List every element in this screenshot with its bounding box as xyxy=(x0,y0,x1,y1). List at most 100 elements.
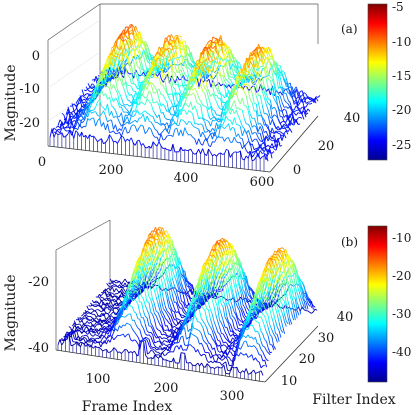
panel-a-colorbar: -5 -10 -15 -20 -25 xyxy=(367,0,411,161)
surface-segment xyxy=(101,67,105,74)
surface-segment xyxy=(151,262,155,267)
surface-segment xyxy=(203,278,207,288)
surface-segment xyxy=(75,120,79,127)
surface-segment xyxy=(248,77,251,80)
surface-segment xyxy=(129,122,132,125)
surface-segment xyxy=(307,298,311,304)
surface-segment xyxy=(281,247,285,250)
surface-segment xyxy=(166,257,170,270)
surface-segment xyxy=(89,86,93,89)
surface-segment xyxy=(108,299,111,302)
surface-segment xyxy=(182,76,186,85)
surface-segment xyxy=(212,265,216,276)
surface-segment xyxy=(111,119,114,130)
surface-segment xyxy=(186,93,190,97)
surface-segment xyxy=(164,238,167,243)
surface-segment xyxy=(291,301,294,312)
surface-segment xyxy=(75,99,79,104)
surface-segment xyxy=(108,293,111,297)
surface-segment xyxy=(226,148,229,151)
surface-segment xyxy=(278,251,281,254)
surface-segment xyxy=(281,262,285,271)
surface-segment xyxy=(90,304,93,307)
surface-segment xyxy=(235,290,239,301)
surface-segment xyxy=(106,297,110,302)
surface-segment xyxy=(218,270,222,279)
surface-segment xyxy=(283,290,287,304)
surface-segment xyxy=(89,117,92,121)
surface-segment xyxy=(210,106,214,116)
surface-segment xyxy=(222,240,225,243)
surface-segment xyxy=(232,126,235,129)
surface-segment xyxy=(265,93,269,100)
surface-segment xyxy=(232,76,235,80)
surface-segment xyxy=(272,264,276,269)
surface-segment xyxy=(172,37,176,43)
surface-segment xyxy=(257,102,261,112)
surface-segment xyxy=(121,46,124,57)
surface-segment xyxy=(127,26,131,35)
surface-segment xyxy=(190,86,194,91)
surface-segment xyxy=(77,124,81,130)
surface-segment xyxy=(174,36,178,43)
surface-segment xyxy=(169,247,173,258)
surface-segment xyxy=(293,90,297,101)
surface-segment xyxy=(155,231,158,236)
surface-segment xyxy=(69,129,73,133)
surface-segment xyxy=(129,100,132,104)
surface-segment xyxy=(103,308,106,313)
surface-segment xyxy=(186,290,190,295)
surface-segment xyxy=(110,315,114,318)
surface-segment xyxy=(210,274,214,283)
surface-segment xyxy=(119,281,122,285)
surface-segment xyxy=(202,117,206,120)
surface-segment xyxy=(166,241,169,252)
surface-segment xyxy=(231,136,235,143)
surface-segment xyxy=(115,110,118,117)
surface-segment xyxy=(231,319,235,328)
surface-segment xyxy=(303,97,307,104)
surface-segment xyxy=(294,298,298,311)
surface-segment xyxy=(107,64,111,70)
surface-segment xyxy=(192,113,196,124)
surface-segment xyxy=(81,118,84,121)
surface-segment xyxy=(151,235,155,238)
surface-segment xyxy=(143,43,146,50)
surface-segment xyxy=(119,59,122,62)
surface-segment xyxy=(263,60,267,67)
surface-segment xyxy=(246,72,249,78)
surface-segment xyxy=(144,110,148,114)
surface-segment xyxy=(206,58,210,72)
surface-segment xyxy=(182,57,186,62)
panel-a-z-axis-label: Magnitude xyxy=(3,64,19,141)
surface-segment xyxy=(259,72,263,77)
surface-segment xyxy=(202,68,206,73)
surface-segment xyxy=(208,106,212,111)
surface-segment xyxy=(112,303,116,308)
surface-segment xyxy=(117,89,120,94)
surface-segment xyxy=(287,92,291,95)
surface-segment xyxy=(298,279,301,286)
surface-segment xyxy=(216,69,220,74)
surface-segment xyxy=(212,270,216,282)
surface-segment xyxy=(187,319,190,323)
surface-segment xyxy=(105,81,108,84)
surface-segment xyxy=(190,287,193,293)
surface-segment xyxy=(181,291,184,296)
surface-segment xyxy=(233,327,237,331)
surface-segment xyxy=(265,263,269,270)
surface-segment xyxy=(208,98,212,105)
surface-segment xyxy=(294,308,298,319)
surface-segment xyxy=(106,306,110,311)
surface-segment xyxy=(181,300,184,303)
surface-segment xyxy=(89,99,93,103)
surface-segment xyxy=(284,314,287,322)
surface-segment xyxy=(237,306,240,311)
surface-segment xyxy=(263,287,266,296)
surface-segment xyxy=(196,77,200,88)
surface-segment xyxy=(216,88,220,95)
surface-segment xyxy=(214,118,217,122)
surface-segment xyxy=(267,263,270,267)
surface-segment xyxy=(123,285,126,288)
surface-segment xyxy=(194,105,198,111)
